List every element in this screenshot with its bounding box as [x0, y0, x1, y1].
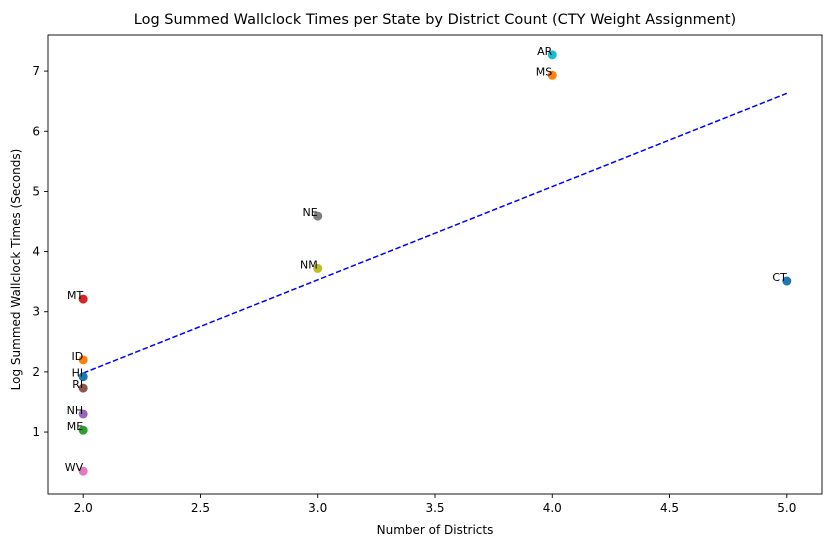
point-label: NH — [67, 404, 84, 417]
axes: 2.0 2.5 3.0 3.5 4.0 4.5 5.0 1 2 3 4 5 6 7 — [32, 34, 823, 515]
data-point — [78, 294, 88, 304]
point-label: AR — [537, 45, 553, 58]
data-point — [547, 70, 557, 80]
y-tick-label: 5 — [32, 184, 40, 198]
y-axis-label: Log Summed Wallclock Times (Seconds) — [9, 149, 23, 391]
x-tick-label: 4.0 — [543, 501, 562, 515]
data-point — [78, 372, 88, 382]
data-point — [78, 383, 88, 393]
point-label: RI — [72, 378, 83, 391]
point-label: WV — [65, 461, 84, 474]
point-label: NE — [303, 206, 318, 219]
data-point — [78, 409, 88, 419]
x-tick-label: 3.0 — [308, 501, 327, 515]
data-point — [547, 50, 557, 60]
x-tick-label: 3.5 — [425, 501, 444, 515]
data-point — [78, 425, 88, 435]
point-label: NM — [300, 258, 318, 271]
data-point — [313, 211, 323, 221]
data-point — [78, 355, 88, 365]
y-tick-label: 2 — [32, 365, 40, 379]
point-label: ID — [71, 350, 83, 363]
point-label: MT — [67, 289, 83, 302]
data-point — [78, 466, 88, 476]
x-tick-label: 2.0 — [74, 501, 93, 515]
trendline — [82, 92, 788, 374]
y-tick-label: 7 — [32, 64, 40, 78]
point-label: ME — [67, 420, 83, 433]
trendline-group — [82, 92, 788, 374]
x-tick-label: 4.5 — [660, 501, 679, 515]
point-label: CT — [772, 271, 787, 284]
data-point — [313, 263, 323, 273]
y-tick-label: 1 — [32, 425, 40, 439]
x-axis-label: Number of Districts — [377, 523, 494, 537]
points-group — [78, 50, 792, 476]
data-point — [782, 276, 792, 286]
y-tick-label: 4 — [32, 245, 40, 259]
x-tick-label: 5.0 — [777, 501, 796, 515]
y-tick-label: 3 — [32, 305, 40, 319]
y-tick-label: 6 — [32, 124, 40, 138]
point-label: MS — [536, 65, 552, 78]
point-label: HI — [72, 367, 84, 380]
chart-title: Log Summed Wallclock Times per State by … — [134, 12, 736, 28]
x-tick-label: 2.5 — [191, 501, 210, 515]
